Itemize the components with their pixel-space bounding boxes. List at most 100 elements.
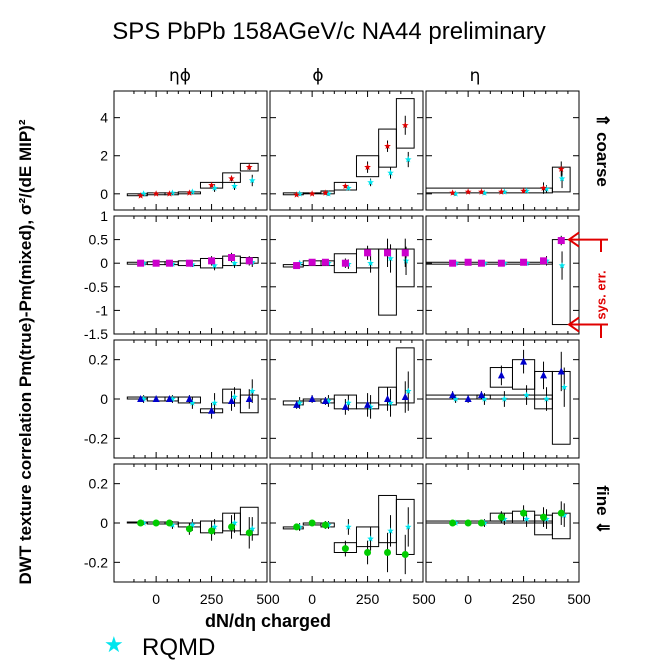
data-point [185,395,193,402]
sys-error-box [425,187,553,194]
panel-r4-c1 [113,463,268,583]
rqmd-point [387,527,394,534]
panel-frame [269,339,424,459]
y-tick-label: 0 [100,186,108,202]
data-point [308,258,316,266]
rqmd-point [231,259,238,266]
y-tick-label: 1 [100,208,108,224]
panel-r2-c1 [113,215,268,335]
x-tick-label: 250 [200,591,224,607]
data-point [185,259,193,267]
rqmd-point [231,393,238,400]
y-tick-label: 0 [100,255,108,271]
x-tick-label: 500 [256,591,280,607]
data-point [364,400,372,408]
panel-frame [113,90,268,211]
data-point [208,181,215,189]
data-point [384,549,392,556]
data-point [497,259,505,267]
data-point [520,509,528,517]
data-point [497,371,505,379]
data-point [341,402,349,410]
y-tick-label: 0 [100,515,108,531]
rqmd-point [481,189,488,196]
data-point [208,527,216,535]
rqmd-point [367,259,374,266]
data-point [401,249,409,257]
sys-error-box [551,239,571,326]
rqmd-point [325,397,332,404]
data-point [384,249,392,257]
column-title-eta: η [469,66,481,86]
rqmd-point [345,399,352,406]
rqmd-point [169,395,176,402]
rqmd-point [402,257,410,264]
y-tick-label: -1.5 [84,326,108,342]
rqmd-point [404,387,412,394]
rqmd-point [296,399,303,406]
rqmd-point [231,519,238,526]
legend-label-rqmd: RQMD [142,634,216,661]
data-point [477,391,485,399]
data-point [137,192,144,199]
panel-r4-c3 [425,463,580,583]
sys-err-arrowhead-bottom [567,316,580,333]
rqmd-point [543,395,550,402]
panel-r3-c3 [425,339,580,459]
rqmd-point [404,523,412,530]
data-point [342,182,349,189]
data-point [384,395,392,402]
data-point [152,190,160,197]
data-point [308,395,316,402]
x-tick-label: 0 [464,591,472,607]
data-point [364,249,372,257]
data-point [464,258,472,266]
data-point [477,519,485,527]
rqmd-point [501,188,508,195]
panel-frame [425,90,580,211]
data-point [364,163,371,170]
data-point [152,259,160,267]
data-point [540,184,547,191]
rqmd-point [367,403,374,410]
rqmd-point [558,262,566,269]
y-tick-label: -0.2 [84,430,108,446]
rqmd-point [367,178,374,186]
rqmd-point [523,515,530,522]
x-tick-label: 0 [308,591,316,607]
rqmd-point [189,399,196,406]
panel-r3-c2 [269,339,424,459]
data-point [137,395,145,402]
column-title-eta-phi: ηϕ [169,66,191,86]
data-point [228,396,236,404]
rqmd-point [345,184,352,191]
rqmd-star-icon: ★ [104,632,124,657]
rqmd-point [543,185,550,192]
data-point [321,258,329,266]
y-tick-label: 4 [100,110,108,126]
rqmd-point [248,177,256,184]
sys-error-box [239,162,259,172]
y-tick-label: 0.2 [89,476,109,492]
data-point [137,519,145,527]
rqmd-point [325,190,332,197]
data-point [557,367,565,375]
panel-frame [269,215,424,335]
data-point [228,254,236,262]
data-point [165,519,173,527]
data-point [449,189,456,196]
data-point [228,523,236,531]
sys-error-box [425,394,553,400]
data-point [557,165,565,172]
data-point [384,142,391,149]
data-point [208,257,216,265]
rqmd-point [140,190,147,197]
sys-error-box [222,172,241,183]
y-tick-label: -0.2 [84,554,108,570]
data-point [165,259,173,267]
data-point [540,257,548,265]
data-point [152,519,160,527]
data-point [245,529,253,537]
data-point [449,259,457,267]
